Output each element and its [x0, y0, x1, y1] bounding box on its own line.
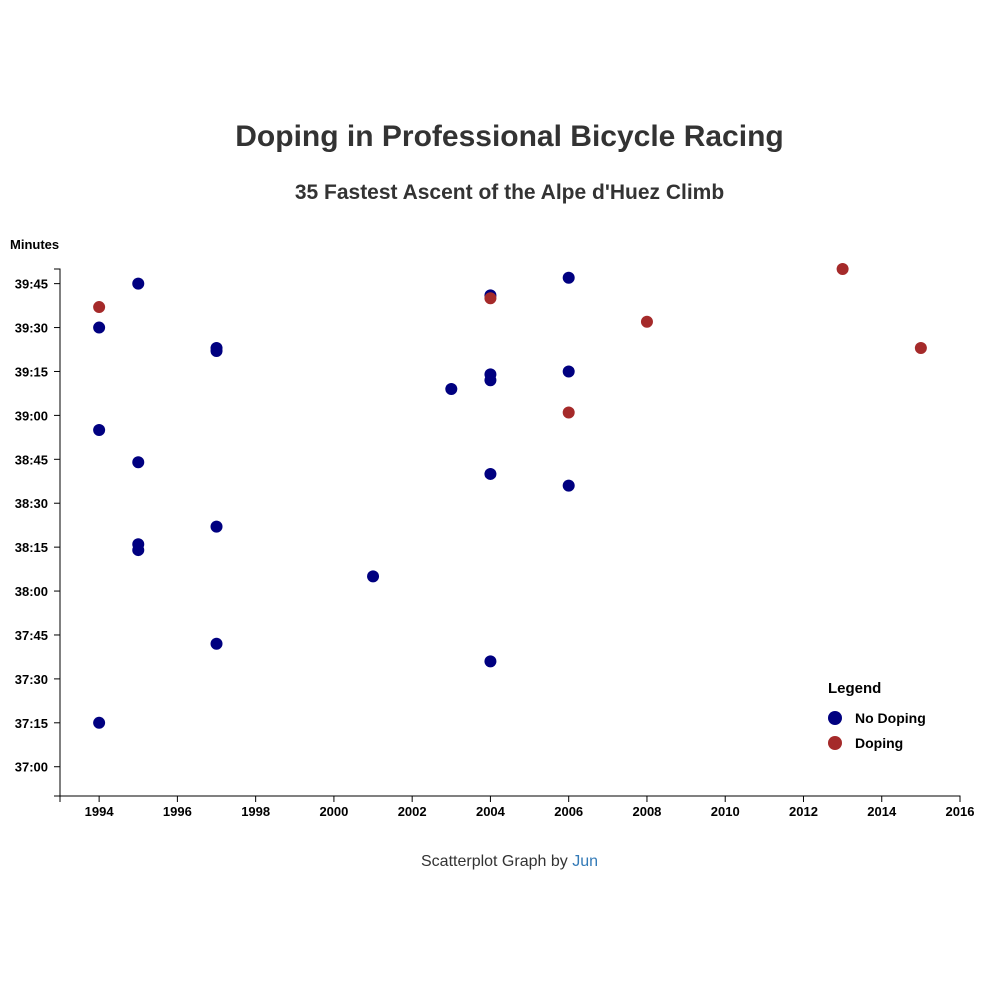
legend-swatch-no-doping — [828, 711, 842, 725]
point-no-doping[interactable] — [132, 456, 145, 469]
point-no-doping[interactable] — [93, 716, 106, 729]
legend-label-doping: Doping — [855, 735, 903, 751]
data-points — [93, 263, 927, 729]
legend-label-no-doping: No Doping — [855, 710, 926, 726]
y-tick-label: 37:30 — [15, 672, 48, 687]
point-doping[interactable] — [836, 263, 849, 275]
y-tick-label: 39:00 — [15, 408, 48, 423]
y-tick-label: 39:30 — [15, 321, 48, 336]
legend: Legend No Doping Doping — [828, 680, 926, 751]
point-no-doping[interactable] — [132, 277, 145, 290]
x-tick-label: 2010 — [711, 804, 740, 819]
point-no-doping[interactable] — [210, 637, 223, 650]
point-no-doping[interactable] — [484, 467, 497, 480]
point-no-doping[interactable] — [562, 365, 575, 378]
point-no-doping[interactable] — [445, 383, 458, 396]
y-tick-label: 39:15 — [15, 364, 48, 379]
x-axis: 1994 1996 1998 2000 2002 2004 2006 2008 2010 2012… — [59, 795, 975, 819]
y-tick-label: 37:15 — [15, 716, 48, 731]
point-no-doping[interactable] — [132, 538, 145, 551]
credit: Scatterplot Graph by Jun — [0, 853, 981, 871]
chart-title: Doping in Professional Bicycle Racing — [235, 120, 784, 153]
point-doping[interactable] — [562, 406, 575, 419]
point-no-doping[interactable] — [562, 271, 575, 284]
point-no-doping[interactable] — [93, 321, 106, 334]
y-tick-label: 37:00 — [15, 760, 48, 775]
x-tick-label: 2004 — [476, 804, 506, 819]
credit-author-link[interactable]: Jun — [572, 853, 598, 870]
point-doping[interactable] — [914, 342, 927, 355]
y-tick-label: 37:45 — [15, 628, 48, 643]
x-tick-label: 1996 — [163, 804, 192, 819]
x-tick-label: 2000 — [319, 804, 348, 819]
x-tick-label: 2016 — [946, 804, 975, 819]
x-tick-label: 2002 — [398, 804, 427, 819]
x-tick-label: 2006 — [554, 804, 583, 819]
point-doping[interactable] — [484, 292, 497, 305]
point-no-doping[interactable] — [210, 520, 223, 533]
point-no-doping[interactable] — [210, 342, 223, 355]
y-tick-label: 38:15 — [15, 540, 48, 555]
x-tick-label: 1998 — [241, 804, 270, 819]
legend-title: Legend — [828, 680, 881, 697]
point-no-doping[interactable] — [484, 368, 497, 381]
y-axis: 37:00 37:15 37:30 37:45 38:00 38:15 38:30 38:45… — [15, 268, 61, 797]
point-no-doping[interactable] — [93, 424, 106, 437]
point-doping[interactable] — [93, 301, 106, 314]
x-tick-label: 2014 — [867, 804, 897, 819]
x-tick-label: 1994 — [85, 804, 115, 819]
chart-subtitle: 35 Fastest Ascent of the Alpe d'Huez Cli… — [294, 181, 725, 204]
x-tick-label: 2008 — [632, 804, 661, 819]
x-axis-line — [59, 795, 961, 802]
y-axis-title: Minutes — [10, 237, 59, 252]
y-tick-label: 38:30 — [15, 496, 48, 511]
y-tick-label: 39:45 — [15, 277, 48, 292]
credit-prefix: Scatterplot Graph by — [421, 853, 573, 870]
y-tick-label: 38:00 — [15, 584, 48, 599]
point-no-doping[interactable] — [367, 570, 380, 583]
point-doping[interactable] — [640, 315, 653, 328]
point-no-doping[interactable] — [484, 655, 497, 668]
x-tick-label: 2012 — [789, 804, 818, 819]
y-axis-line — [54, 268, 61, 797]
legend-swatch-doping — [828, 736, 842, 750]
point-no-doping[interactable] — [562, 479, 575, 492]
y-tick-label: 38:45 — [15, 452, 48, 467]
